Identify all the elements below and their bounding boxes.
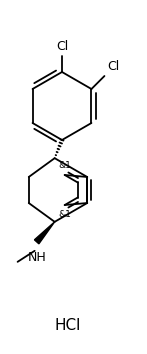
Text: NH: NH [27, 251, 46, 264]
Text: &1: &1 [59, 210, 72, 219]
Text: Cl: Cl [107, 60, 120, 73]
Polygon shape [34, 222, 55, 244]
Text: &1: &1 [59, 161, 72, 170]
Text: Cl: Cl [56, 40, 68, 53]
Text: HCl: HCl [55, 319, 81, 333]
